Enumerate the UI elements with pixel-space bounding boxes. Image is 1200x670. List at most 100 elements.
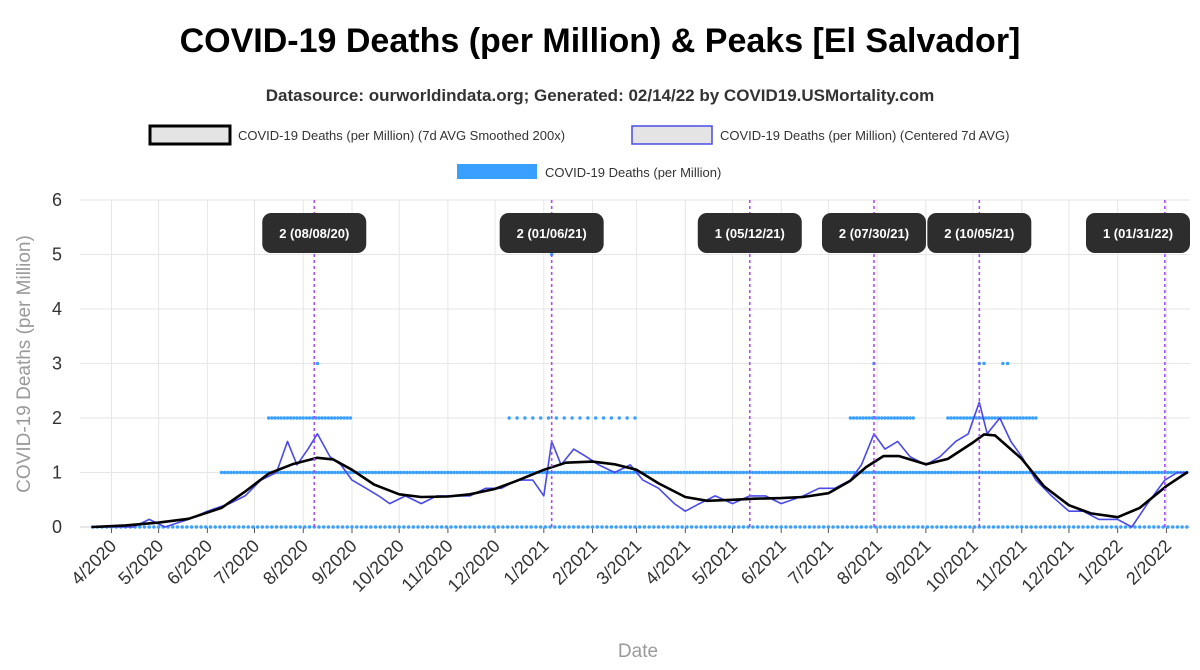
- data-point: [817, 525, 821, 529]
- data-point: [270, 416, 274, 420]
- data-point: [876, 470, 881, 475]
- data-point: [1141, 470, 1145, 475]
- data-point: [968, 525, 972, 529]
- data-point: [232, 470, 236, 475]
- data-point: [439, 525, 444, 529]
- data-point: [595, 525, 599, 529]
- data-point: [999, 470, 1004, 475]
- data-point: [152, 525, 156, 529]
- data-point: [557, 525, 562, 529]
- data-point: [538, 525, 543, 529]
- data-point: [521, 470, 526, 475]
- data-point: [831, 525, 835, 529]
- data-point: [386, 470, 390, 475]
- data-point: [1090, 525, 1095, 529]
- data-point: [320, 416, 324, 420]
- data-point: [921, 470, 925, 475]
- data-point: [348, 470, 353, 475]
- legend-item-smoothed[interactable]: COVID-19 Deaths (per Million) (7d AVG Sm…: [148, 124, 565, 146]
- data-point: [1142, 525, 1147, 529]
- data-point: [1171, 525, 1175, 529]
- data-point: [1169, 470, 1173, 475]
- data-point: [707, 470, 711, 475]
- data-point: [472, 525, 477, 529]
- data-point: [1056, 470, 1060, 475]
- data-point: [1053, 525, 1057, 529]
- data-point: [1071, 470, 1076, 475]
- data-point: [461, 470, 466, 475]
- data-point: [480, 470, 485, 475]
- data-point: [600, 525, 604, 529]
- data-point: [911, 470, 915, 475]
- data-point: [774, 525, 779, 529]
- data-point: [499, 470, 504, 475]
- data-point: [848, 416, 853, 420]
- peak-label-text: 1 (05/12/21): [715, 226, 785, 241]
- data-point: [689, 525, 694, 529]
- data-point: [1062, 470, 1066, 475]
- data-point: [1059, 470, 1063, 475]
- data-point: [321, 525, 326, 529]
- data-point: [682, 470, 686, 475]
- data-point: [704, 525, 708, 529]
- legend-item-centered[interactable]: COVID-19 Deaths (per Million) (Centered …: [631, 125, 1009, 145]
- data-point: [329, 416, 334, 420]
- data-point: [336, 416, 340, 420]
- data-point: [946, 416, 950, 420]
- data-point: [661, 525, 666, 529]
- data-point: [399, 470, 403, 475]
- data-point: [222, 470, 227, 475]
- data-point: [848, 470, 853, 475]
- data-point: [463, 525, 467, 529]
- data-point: [656, 470, 661, 475]
- data-point: [483, 470, 488, 475]
- data-point: [892, 470, 897, 475]
- data-point: [958, 416, 963, 420]
- data-point: [1081, 470, 1085, 475]
- data-point: [1043, 525, 1048, 529]
- data-point: [817, 470, 821, 475]
- data-point: [317, 416, 321, 420]
- x-tick-label: 2/2022: [1122, 536, 1175, 589]
- data-point: [235, 470, 239, 475]
- data-point: [482, 525, 486, 529]
- data-point: [1062, 525, 1066, 529]
- data-point: [933, 470, 937, 475]
- data-point: [590, 470, 595, 475]
- data-point: [836, 470, 840, 475]
- data-point: [156, 525, 161, 529]
- data-point: [744, 470, 749, 475]
- data-point: [810, 470, 815, 475]
- data-point: [1068, 470, 1073, 475]
- data-point: [279, 470, 283, 475]
- data-point: [779, 525, 783, 529]
- data-point: [282, 416, 287, 420]
- data-point: [600, 470, 604, 475]
- data-point: [807, 525, 812, 529]
- legend-label-centered: COVID-19 Deaths (per Million) (Centered …: [720, 128, 1009, 143]
- series-lines-layer: [91, 401, 1189, 529]
- data-point: [229, 470, 233, 475]
- data-point: [237, 525, 241, 529]
- data-point: [1103, 470, 1107, 475]
- data-point: [1156, 470, 1161, 475]
- x-tick-label: 1/2021: [500, 536, 553, 589]
- data-point: [562, 525, 566, 529]
- x-axis-title: Date: [618, 641, 658, 662]
- data-point: [770, 525, 774, 529]
- data-point: [732, 525, 736, 529]
- data-point: [244, 470, 249, 475]
- data-point: [905, 470, 909, 475]
- data-point: [1012, 470, 1016, 475]
- data-point: [515, 470, 519, 475]
- legend-item-daily[interactable]: COVID-19 Deaths (per Million): [457, 164, 721, 180]
- data-point: [704, 470, 708, 475]
- data-point: [257, 470, 261, 475]
- data-point: [333, 416, 337, 420]
- data-point: [1076, 525, 1081, 529]
- data-point: [307, 416, 312, 420]
- data-point: [213, 525, 217, 529]
- data-point: [722, 525, 727, 529]
- data-point: [568, 470, 573, 475]
- data-point: [845, 470, 849, 475]
